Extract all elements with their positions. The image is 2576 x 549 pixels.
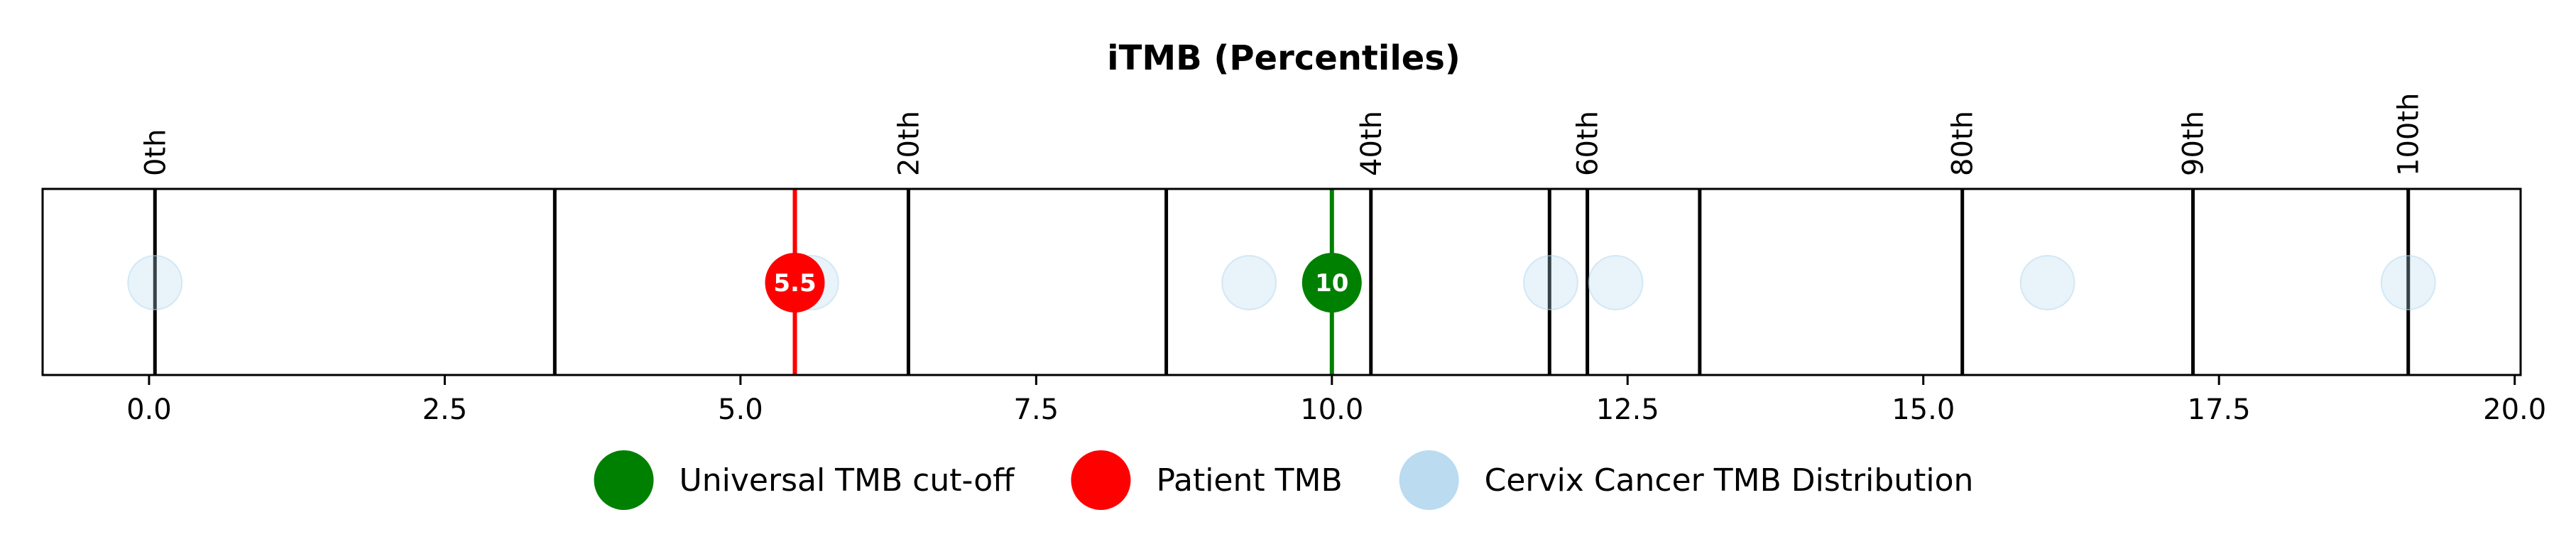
patient-tmb-marker <box>765 253 825 312</box>
x-axis-ticks: 0.0 2.5 5.0 7.5 10.0 12.5 15.0 17.5 20.0 <box>126 375 2546 426</box>
cutoff-tmb-marker <box>1301 253 1362 312</box>
percentile-label: 20th <box>893 111 925 176</box>
percentile-label: 80th <box>1947 111 1980 176</box>
legend-marker <box>1071 450 1131 510</box>
x-tick-label: 2.5 <box>422 393 468 426</box>
percentile-label: 0th <box>139 129 172 176</box>
percentile-label: 90th <box>2178 111 2210 176</box>
chart-title: iTMB (Percentiles) <box>1107 38 1461 78</box>
plot-frame <box>41 187 2522 376</box>
legend: Universal TMB cut-off Patient TMB Cervix C… <box>594 450 1974 510</box>
patient-tmb-label: 5.5 <box>773 269 816 298</box>
legend-label: Universal TMB cut-off <box>680 462 1016 499</box>
x-tick-label: 15.0 <box>1892 393 1955 426</box>
distribution-point <box>1221 255 1277 310</box>
percentile-label: 100th <box>2393 93 2425 176</box>
percentile-label: 60th <box>1572 111 1605 176</box>
legend-label: Patient TMB <box>1156 462 1342 499</box>
percentile-label: 40th <box>1355 111 1388 176</box>
x-tick-label: 5.0 <box>718 393 763 426</box>
cutoff-tmb-label: 10 <box>1315 269 1348 298</box>
percentile-lines <box>153 189 2411 375</box>
distribution-point <box>127 255 183 310</box>
x-tick-label: 10.0 <box>1300 393 1363 426</box>
distribution-point <box>1588 255 1644 310</box>
distribution-point <box>2380 255 2436 310</box>
x-tick-label: 20.0 <box>2483 393 2546 426</box>
x-tick-label: 0.0 <box>126 393 172 426</box>
x-tick-label: 12.5 <box>1596 393 1659 426</box>
legend-marker <box>1399 450 1459 510</box>
percentile-labels: 0th 20th 40th 60th 80th 90th 100th <box>139 93 2425 176</box>
legend-marker <box>594 450 654 510</box>
legend-label: Cervix Cancer TMB Distribution <box>1485 462 1974 499</box>
distribution-points <box>127 255 2436 310</box>
x-tick-label: 17.5 <box>2188 393 2251 426</box>
distribution-point <box>2019 255 2075 310</box>
distribution-point <box>1522 255 1578 310</box>
x-tick-label: 7.5 <box>1014 393 1059 426</box>
tmb-markers: 105.5 <box>765 189 1362 375</box>
